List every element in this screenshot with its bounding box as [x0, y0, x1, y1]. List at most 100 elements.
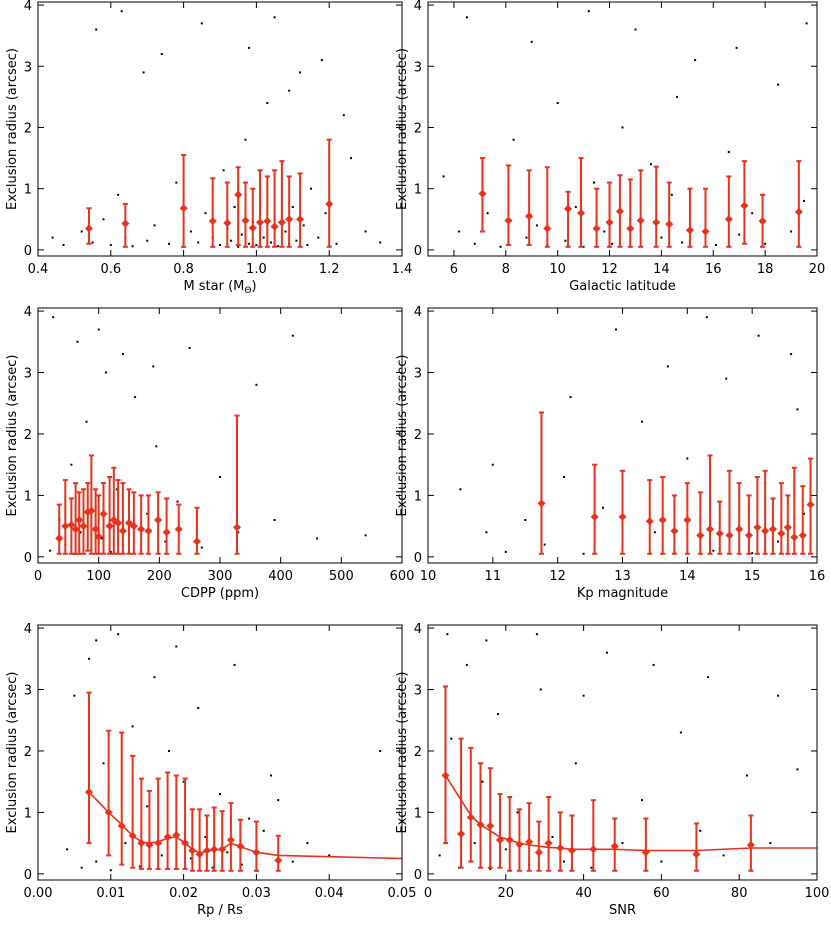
x-tick-label: 100 [805, 886, 830, 901]
x-tick-label: 14 [679, 569, 696, 584]
scatter-point [109, 869, 112, 872]
scatter-point [735, 46, 738, 49]
scatter-point [582, 552, 585, 555]
scatter-point [52, 316, 55, 319]
scatter-point [306, 244, 309, 246]
y-axis-label: Exclusion radius (arcsec) [395, 48, 410, 210]
plot-data [438, 633, 817, 872]
y-tick-label: 2 [24, 428, 32, 443]
y-tick-label: 3 [414, 684, 422, 699]
x-tick-label: 16 [809, 569, 826, 584]
scatter-point [95, 28, 98, 31]
scatter-point [109, 550, 112, 553]
scatter-point [634, 28, 637, 31]
median-marker [232, 523, 241, 532]
scatter-point [446, 633, 449, 636]
median-marker [798, 531, 807, 540]
scatter-point [138, 865, 141, 868]
median-marker [466, 813, 475, 822]
y-tick-label: 3 [414, 367, 422, 382]
median-marker [71, 525, 80, 534]
scatter-point [764, 242, 767, 245]
median-marker [91, 525, 100, 534]
scatter-point [593, 181, 595, 184]
median-marker [746, 840, 755, 849]
median-marker [172, 831, 181, 840]
y-tick-label: 2 [24, 745, 32, 760]
median-marker [605, 218, 614, 227]
median-marker [145, 840, 154, 849]
median-marker [534, 848, 543, 857]
scatter-point [310, 187, 312, 190]
scatter-point [587, 10, 590, 13]
median-marker [636, 216, 645, 225]
scatter-point [80, 230, 83, 233]
median-marker [696, 531, 705, 540]
median-marker [610, 842, 619, 851]
scatter-point [100, 537, 103, 540]
scatter-point [491, 463, 494, 466]
scatter-point [569, 396, 572, 399]
median-marker [137, 839, 146, 848]
y-tick-label: 1 [414, 489, 422, 504]
x-tick-label: 40 [575, 886, 592, 901]
scatter-point [324, 212, 327, 215]
median-marker [753, 523, 762, 532]
scatter-point [524, 519, 527, 521]
median-marker [79, 522, 88, 531]
scatter-point [66, 848, 69, 851]
scatter-point [438, 854, 441, 857]
scatter-point [273, 519, 276, 521]
scatter-point [240, 233, 243, 236]
median-marker [525, 837, 534, 846]
y-tick-label: 0 [414, 244, 422, 259]
scatter-point [660, 860, 663, 863]
scatter-point [652, 663, 655, 666]
scatter-point [291, 334, 294, 337]
scatter-point [109, 244, 112, 246]
scatter-point [790, 353, 793, 356]
scatter-point [102, 762, 105, 765]
y-tick-label: 4 [24, 622, 32, 637]
scatter-point [70, 463, 73, 466]
scatter-point [777, 540, 780, 543]
scatter-point [777, 83, 780, 86]
median-marker [525, 212, 534, 221]
y-axis-label: Exclusion radius (arcsec) [395, 672, 410, 834]
median-marker [577, 209, 586, 218]
median-marker [615, 207, 624, 216]
median-marker [537, 499, 546, 508]
y-tick-label: 1 [414, 806, 422, 821]
scatter-point [277, 799, 280, 802]
scatter-point [134, 396, 137, 399]
scatter-point [621, 842, 624, 845]
scatter-point [306, 842, 309, 845]
scatter-point [79, 531, 82, 534]
x-tick-label: 15 [744, 569, 761, 584]
scatter-point [164, 540, 167, 543]
x-tick-label: 12 [601, 262, 618, 277]
scatter-point [117, 633, 120, 636]
scatter-point [146, 512, 149, 515]
x-tick-label: 12 [549, 569, 566, 584]
median-marker [270, 222, 279, 231]
scatter-point [641, 420, 643, 423]
x-tick-label: 6 [450, 262, 458, 277]
y-tick-label: 0 [24, 244, 32, 259]
scatter-point [142, 71, 145, 74]
scatter-point [204, 836, 207, 838]
median-marker [192, 537, 201, 546]
median-marker [241, 216, 250, 225]
scatter-point [248, 46, 251, 49]
x-tick-label: 600 [390, 569, 415, 584]
median-marker [87, 506, 96, 515]
scatter-point [512, 138, 515, 141]
scatter-point [653, 531, 656, 534]
median-marker [154, 515, 163, 524]
median-marker [274, 856, 283, 865]
median-marker [495, 836, 504, 845]
scatter-point [320, 59, 323, 62]
scatter-point [197, 707, 200, 709]
plot-frame [37, 624, 403, 881]
median-marker [84, 224, 93, 233]
